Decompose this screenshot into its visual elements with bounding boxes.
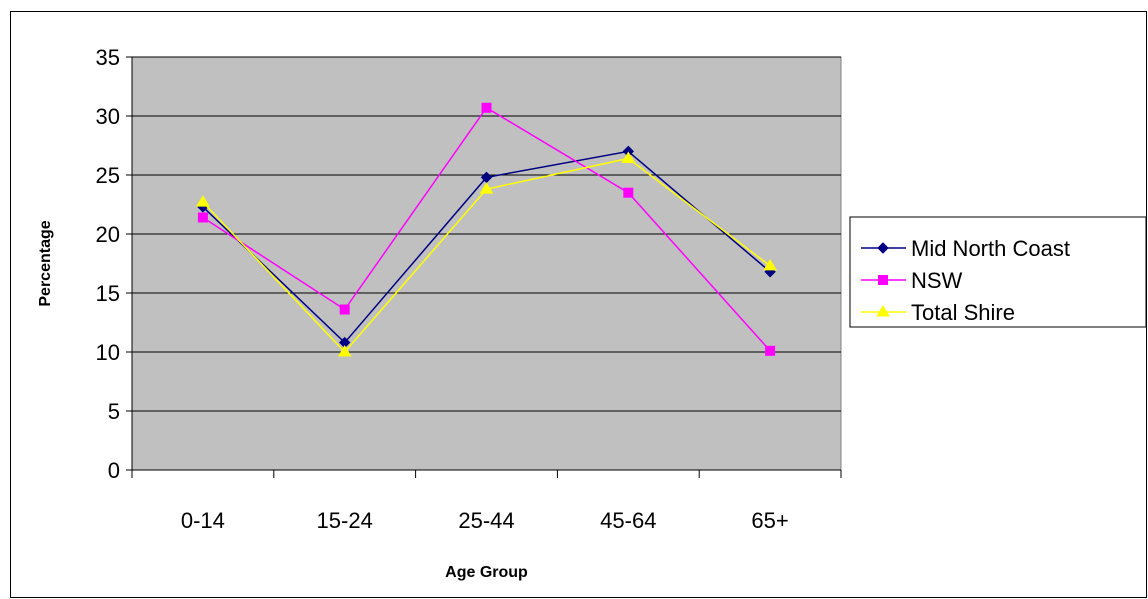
legend-item: NSW — [861, 268, 963, 293]
data-point — [765, 345, 776, 356]
y-tick-label: 0 — [108, 458, 120, 483]
y-tick-label: 15 — [96, 281, 120, 306]
data-point — [196, 195, 210, 207]
y-axis-title: Percentage — [37, 220, 54, 306]
data-point — [337, 345, 352, 357]
legend: Mid North Coast NSW Total Shire — [849, 216, 1147, 328]
y-tick-label: 20 — [96, 222, 120, 247]
x-tick-label: 15-24 — [317, 508, 373, 533]
legend-marker — [876, 305, 890, 317]
legend-marker — [878, 275, 888, 285]
y-tick-label: 5 — [108, 399, 120, 424]
legend-box — [849, 216, 1147, 328]
series-total-shire — [196, 151, 777, 357]
series-nsw — [197, 102, 776, 356]
data-point — [623, 187, 634, 198]
y-tick-label: 25 — [96, 163, 120, 188]
legend-label: Mid North Coast — [911, 236, 1070, 261]
data-point — [481, 102, 492, 113]
y-tick-label: 10 — [96, 340, 120, 365]
axes: 0 5 10 15 20 25 30 35 0-14 15-24 25-44 45-64 65+ — [96, 45, 842, 533]
legend-label: Total Shire — [911, 300, 1015, 325]
x-tick-label: 65+ — [751, 508, 788, 533]
data-point — [621, 151, 636, 163]
legend-label: NSW — [911, 268, 963, 293]
series-layer — [196, 102, 777, 357]
data-point — [197, 212, 208, 223]
x-tick-label: 45-64 — [600, 508, 656, 533]
legend-item: Total Shire — [861, 300, 1015, 325]
x-tick-label: 0-14 — [181, 508, 225, 533]
data-point — [763, 258, 777, 271]
data-point — [479, 182, 494, 194]
data-point — [339, 304, 350, 315]
plot-area — [131, 56, 842, 471]
legend-marker — [877, 242, 889, 254]
x-tick-label: 25-44 — [458, 508, 514, 533]
legend-item: Mid North Coast — [861, 236, 1070, 261]
x-axis-title: Age Group — [445, 564, 528, 581]
series-mid-north-coast — [197, 145, 776, 349]
y-tick-label: 30 — [96, 104, 120, 129]
y-tick-label: 35 — [96, 45, 120, 70]
